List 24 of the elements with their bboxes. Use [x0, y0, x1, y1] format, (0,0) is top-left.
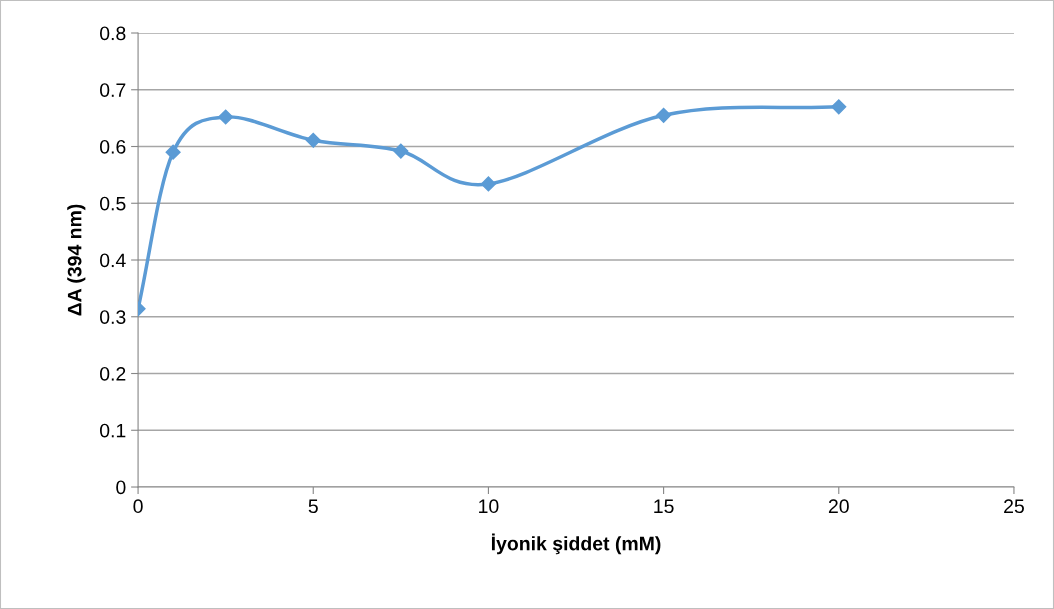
point [305, 132, 321, 148]
point [831, 99, 847, 115]
point [656, 107, 672, 123]
x-tick-label: 15 [654, 499, 674, 514]
y-tick-label: 0.7 [100, 83, 126, 97]
x-tick-label: 5 [308, 499, 318, 514]
point [218, 109, 234, 125]
y-tick-label: 0.6 [100, 139, 126, 154]
x-tick-label: 25 [1004, 499, 1024, 514]
y-axis-title: ΔA (394 nm) [67, 204, 86, 316]
point [480, 176, 496, 192]
x-tick-label: 0 [133, 499, 143, 514]
point [393, 143, 409, 159]
y-tick-label: 0.5 [100, 196, 126, 211]
x-axis-title: İyonik şiddet (mM) [491, 533, 661, 555]
y-tick-label: 0 [116, 480, 126, 495]
point [165, 144, 181, 160]
y-tick-label: 0.1 [100, 423, 126, 438]
x-tick-label: 20 [828, 499, 849, 514]
y-tick-label: 0.8 [100, 26, 126, 41]
y-tick-label: 0.3 [100, 310, 126, 324]
y-tick-label: 0.4 [100, 253, 126, 268]
x-tick-label: 10 [479, 499, 499, 514]
y-tick-label: 0.2 [100, 366, 126, 381]
